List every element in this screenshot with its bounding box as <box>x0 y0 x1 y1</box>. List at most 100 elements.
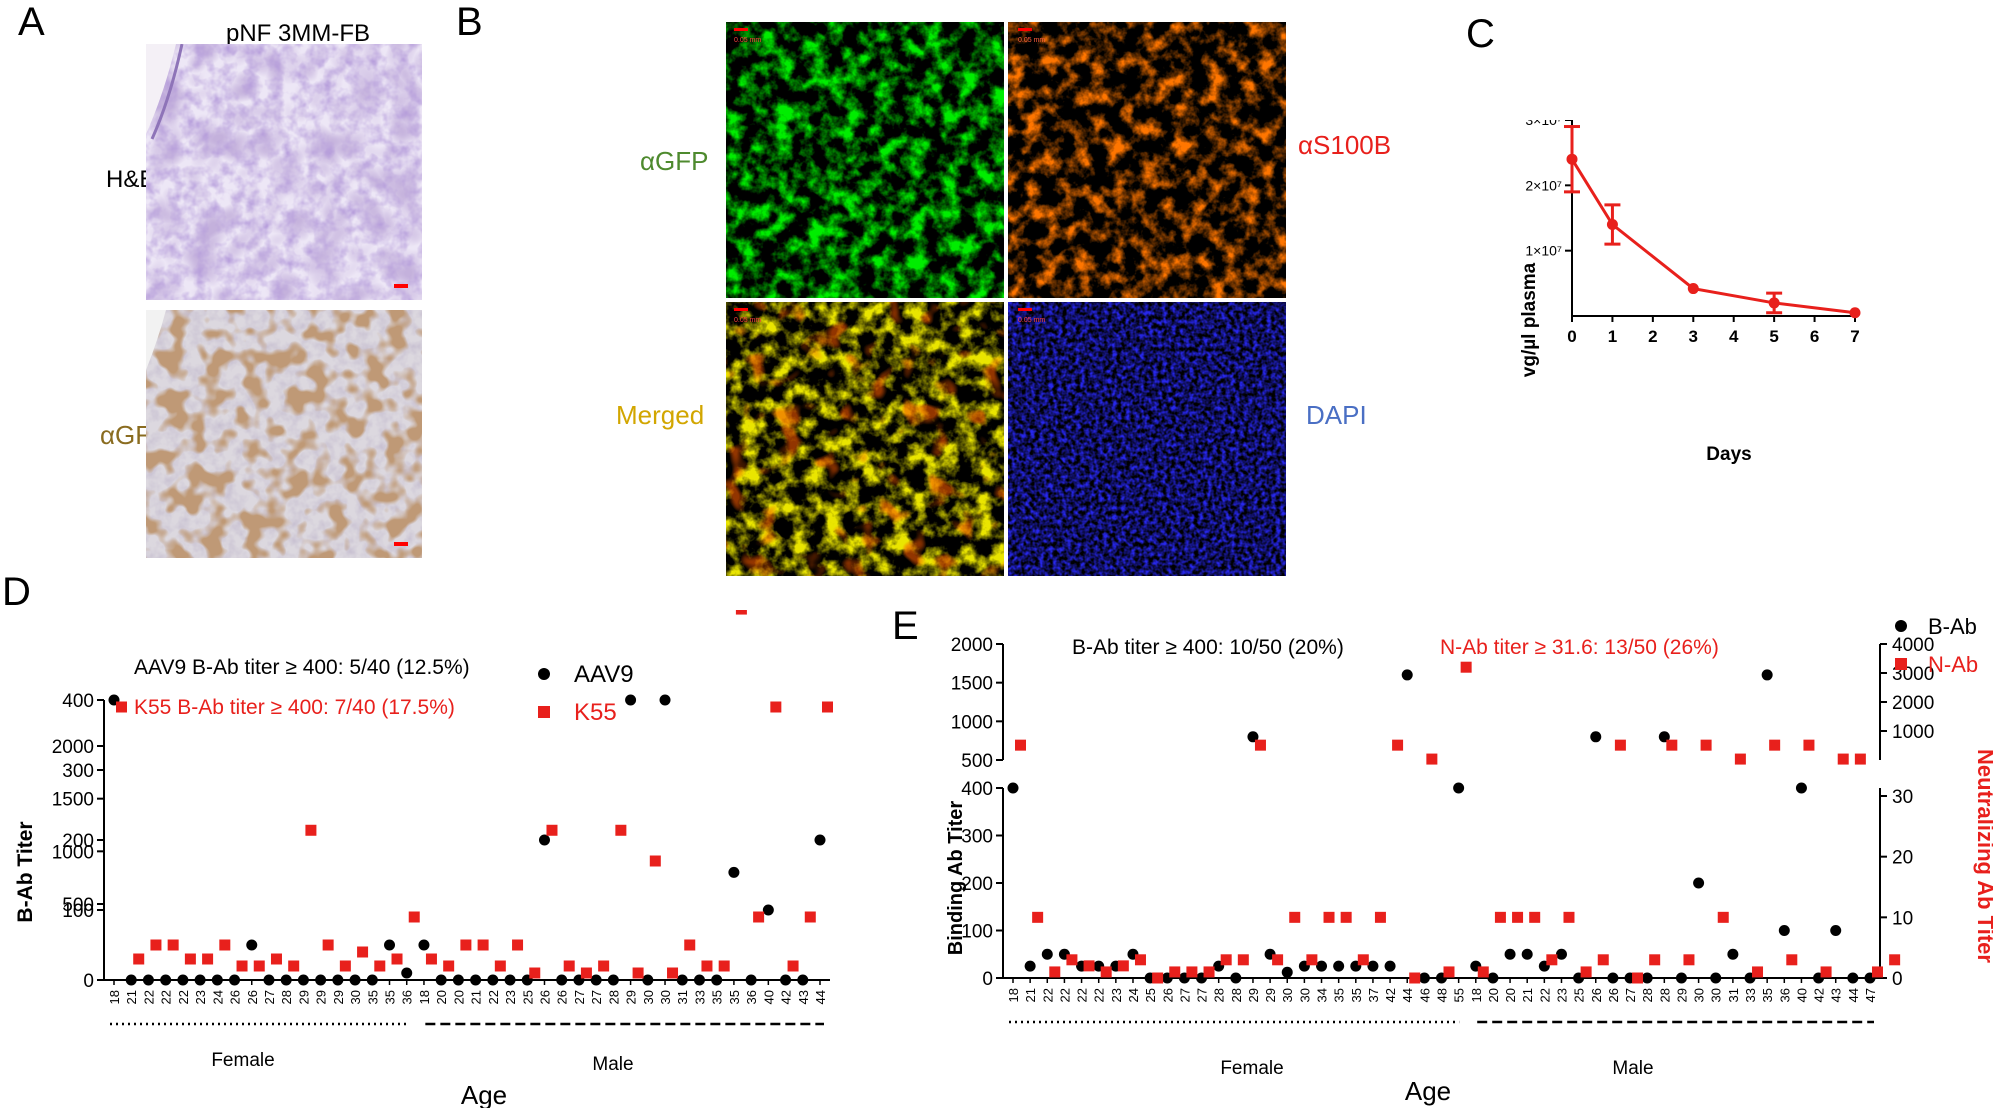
marker-aav9 <box>625 694 637 706</box>
marker-n-ab <box>1820 966 1832 978</box>
x-tick-label: 26 <box>555 990 570 1004</box>
chart-e-ylabel: Binding Ab Titer <box>945 801 967 956</box>
y-tick-label: 200 <box>62 831 94 852</box>
marker-aav9 <box>297 974 309 986</box>
marker-aav9 <box>229 974 241 986</box>
marker-k55 <box>632 967 644 979</box>
panel-letter-d: D <box>2 570 31 614</box>
x-tick-label: 20 <box>1486 988 1501 1002</box>
marker-k55 <box>374 960 386 972</box>
marker-b-ab <box>1418 972 1430 984</box>
marker-n-ab <box>1032 911 1044 923</box>
panel-letter-b: B <box>456 0 483 44</box>
marker-k55 <box>667 967 679 979</box>
marker-b-ab <box>1401 669 1413 681</box>
marker-k55 <box>305 824 317 836</box>
marker-b-ab <box>1453 782 1465 794</box>
s100b-label: αS100B <box>1298 130 1392 160</box>
legend-marker-square <box>1895 658 1907 670</box>
marker-k55 <box>236 960 248 972</box>
x-tick-label: 28 <box>606 990 621 1004</box>
x-tick-label: 28 <box>279 990 294 1004</box>
y-tick-label: 100 <box>961 922 993 943</box>
chart-c-point <box>1849 307 1861 319</box>
panel-letter-e: E <box>892 604 919 648</box>
marker-aav9 <box>538 834 550 846</box>
marker-b-ab <box>1316 960 1328 972</box>
chart-c-x-tick-label: 7 <box>1850 327 1859 346</box>
marker-k55 <box>529 967 541 979</box>
marker-k55 <box>615 824 627 836</box>
marker-aav9 <box>315 974 327 986</box>
marker-k55 <box>787 960 799 972</box>
marker-k55 <box>133 953 145 965</box>
chart-e-annotation-bab: B-Ab titer ≥ 400: 10/50 (20%) <box>1072 636 1344 659</box>
chart-c-x-tick-label: 2 <box>1648 327 1657 346</box>
x-tick-label: 30 <box>1692 988 1707 1002</box>
marker-b-ab <box>1384 960 1396 972</box>
x-tick-label: 27 <box>262 990 277 1004</box>
marker-b-ab <box>1367 960 1379 972</box>
x-tick-label: 29 <box>624 990 639 1004</box>
marker-b-ab <box>1007 782 1019 794</box>
marker-k55 <box>753 911 765 923</box>
x-tick-label: 26 <box>1160 988 1175 1002</box>
marker-k55 <box>822 701 833 713</box>
marker-k55 <box>735 610 747 615</box>
marker-aav9 <box>762 904 774 916</box>
x-tick-label: 28 <box>1229 988 1244 1002</box>
x-tick-label: 27 <box>572 990 587 1004</box>
marker-n-ab <box>1769 739 1781 751</box>
x-tick-label: 31 <box>1726 988 1741 1002</box>
x-tick-label: 22 <box>1057 988 1072 1002</box>
marker-aav9 <box>177 974 189 986</box>
marker-aav9 <box>280 974 292 986</box>
scale-text-gfp: 0.05 mm <box>734 37 761 44</box>
x-tick-label: 23 <box>1109 988 1124 1002</box>
marker-k55 <box>270 953 282 965</box>
x-tick-label: 48 <box>1435 988 1450 1002</box>
marker-n-ab <box>1306 954 1318 966</box>
marker-n-ab <box>1494 911 1506 923</box>
marker-k55 <box>219 939 231 951</box>
marker-b-ab <box>1555 948 1567 960</box>
marker-aav9 <box>332 974 344 986</box>
marker-n-ab <box>1580 966 1592 978</box>
chart-c-xlabel: Days <box>1706 444 1751 465</box>
marker-aav9 <box>211 974 223 986</box>
x-tick-label: 35 <box>727 990 742 1004</box>
legend-marker-circle <box>1895 620 1907 632</box>
marker-k55 <box>718 960 730 972</box>
y2-tick-label: 1000 <box>1892 722 1934 743</box>
x-tick-label: 42 <box>1812 988 1827 1002</box>
chart-c-point <box>1768 297 1780 309</box>
marker-n-ab <box>1649 954 1661 966</box>
x-tick-label: 26 <box>537 990 552 1004</box>
chart-c-point <box>1606 219 1618 231</box>
chart-c-point <box>1566 153 1578 165</box>
scale-text-s100b: 0.05 mm <box>1018 37 1045 44</box>
marker-aav9 <box>384 939 396 951</box>
x-tick-label: 23 <box>193 990 208 1004</box>
gfp-if-label: αGFP <box>640 146 709 176</box>
x-tick-label: 44 <box>813 990 828 1004</box>
x-tick-label: 22 <box>1092 988 1107 1002</box>
marker-aav9 <box>797 974 809 986</box>
x-tick-label: 24 <box>1126 988 1141 1002</box>
x-tick-label: 20 <box>451 990 466 1004</box>
y-tick-label: 2000 <box>52 737 94 758</box>
x-tick-label: 22 <box>1075 988 1090 1002</box>
marker-n-ab <box>1752 966 1764 978</box>
marker-k55 <box>184 953 196 965</box>
marker-n-ab <box>1134 954 1146 966</box>
x-tick-label: 44 <box>1846 988 1861 1002</box>
marker-n-ab <box>1323 911 1335 923</box>
he-micrograph <box>146 44 422 300</box>
marker-n-ab <box>1460 661 1472 673</box>
marker-n-ab <box>1392 739 1404 751</box>
x-tick-label: 31 <box>675 990 690 1004</box>
marker-k55 <box>460 939 472 951</box>
marker-b-ab <box>1281 966 1293 978</box>
marker-n-ab <box>1340 911 1352 923</box>
marker-n-ab <box>1512 911 1524 923</box>
